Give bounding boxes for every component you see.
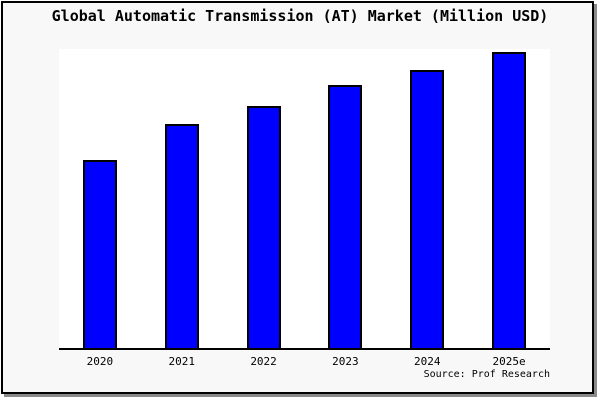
source-text: Source: Prof Research — [423, 369, 550, 380]
x-tick-label-2025e: 2025e — [492, 355, 526, 368]
x-axis-labels: 2020 2021 2022 2023 2024 2025e — [59, 355, 550, 368]
bar-slot-2022 — [223, 49, 305, 348]
bar-slot-2021 — [141, 49, 223, 348]
bar-2024 — [410, 69, 445, 348]
bar-slot-2025e — [468, 49, 550, 348]
bar-2022 — [246, 105, 281, 348]
x-tick-label-2021: 2021 — [168, 355, 195, 368]
bar-2025e — [492, 52, 527, 348]
x-tick-label-2020: 2020 — [86, 355, 114, 368]
plot-area — [59, 49, 550, 350]
chart-title: Global Automatic Transmission (AT) Marke… — [51, 7, 549, 25]
bar-slot-2023 — [304, 49, 386, 348]
bar-2020 — [82, 159, 117, 348]
bar-slot-2020 — [59, 49, 141, 348]
bar-2023 — [328, 84, 363, 348]
x-tick-label-2024: 2024 — [413, 355, 441, 368]
x-tick-label-2023: 2023 — [332, 355, 359, 368]
bar-2021 — [164, 123, 199, 348]
bar-slot-2024 — [386, 49, 468, 348]
x-tick-label-2022: 2022 — [250, 355, 277, 368]
